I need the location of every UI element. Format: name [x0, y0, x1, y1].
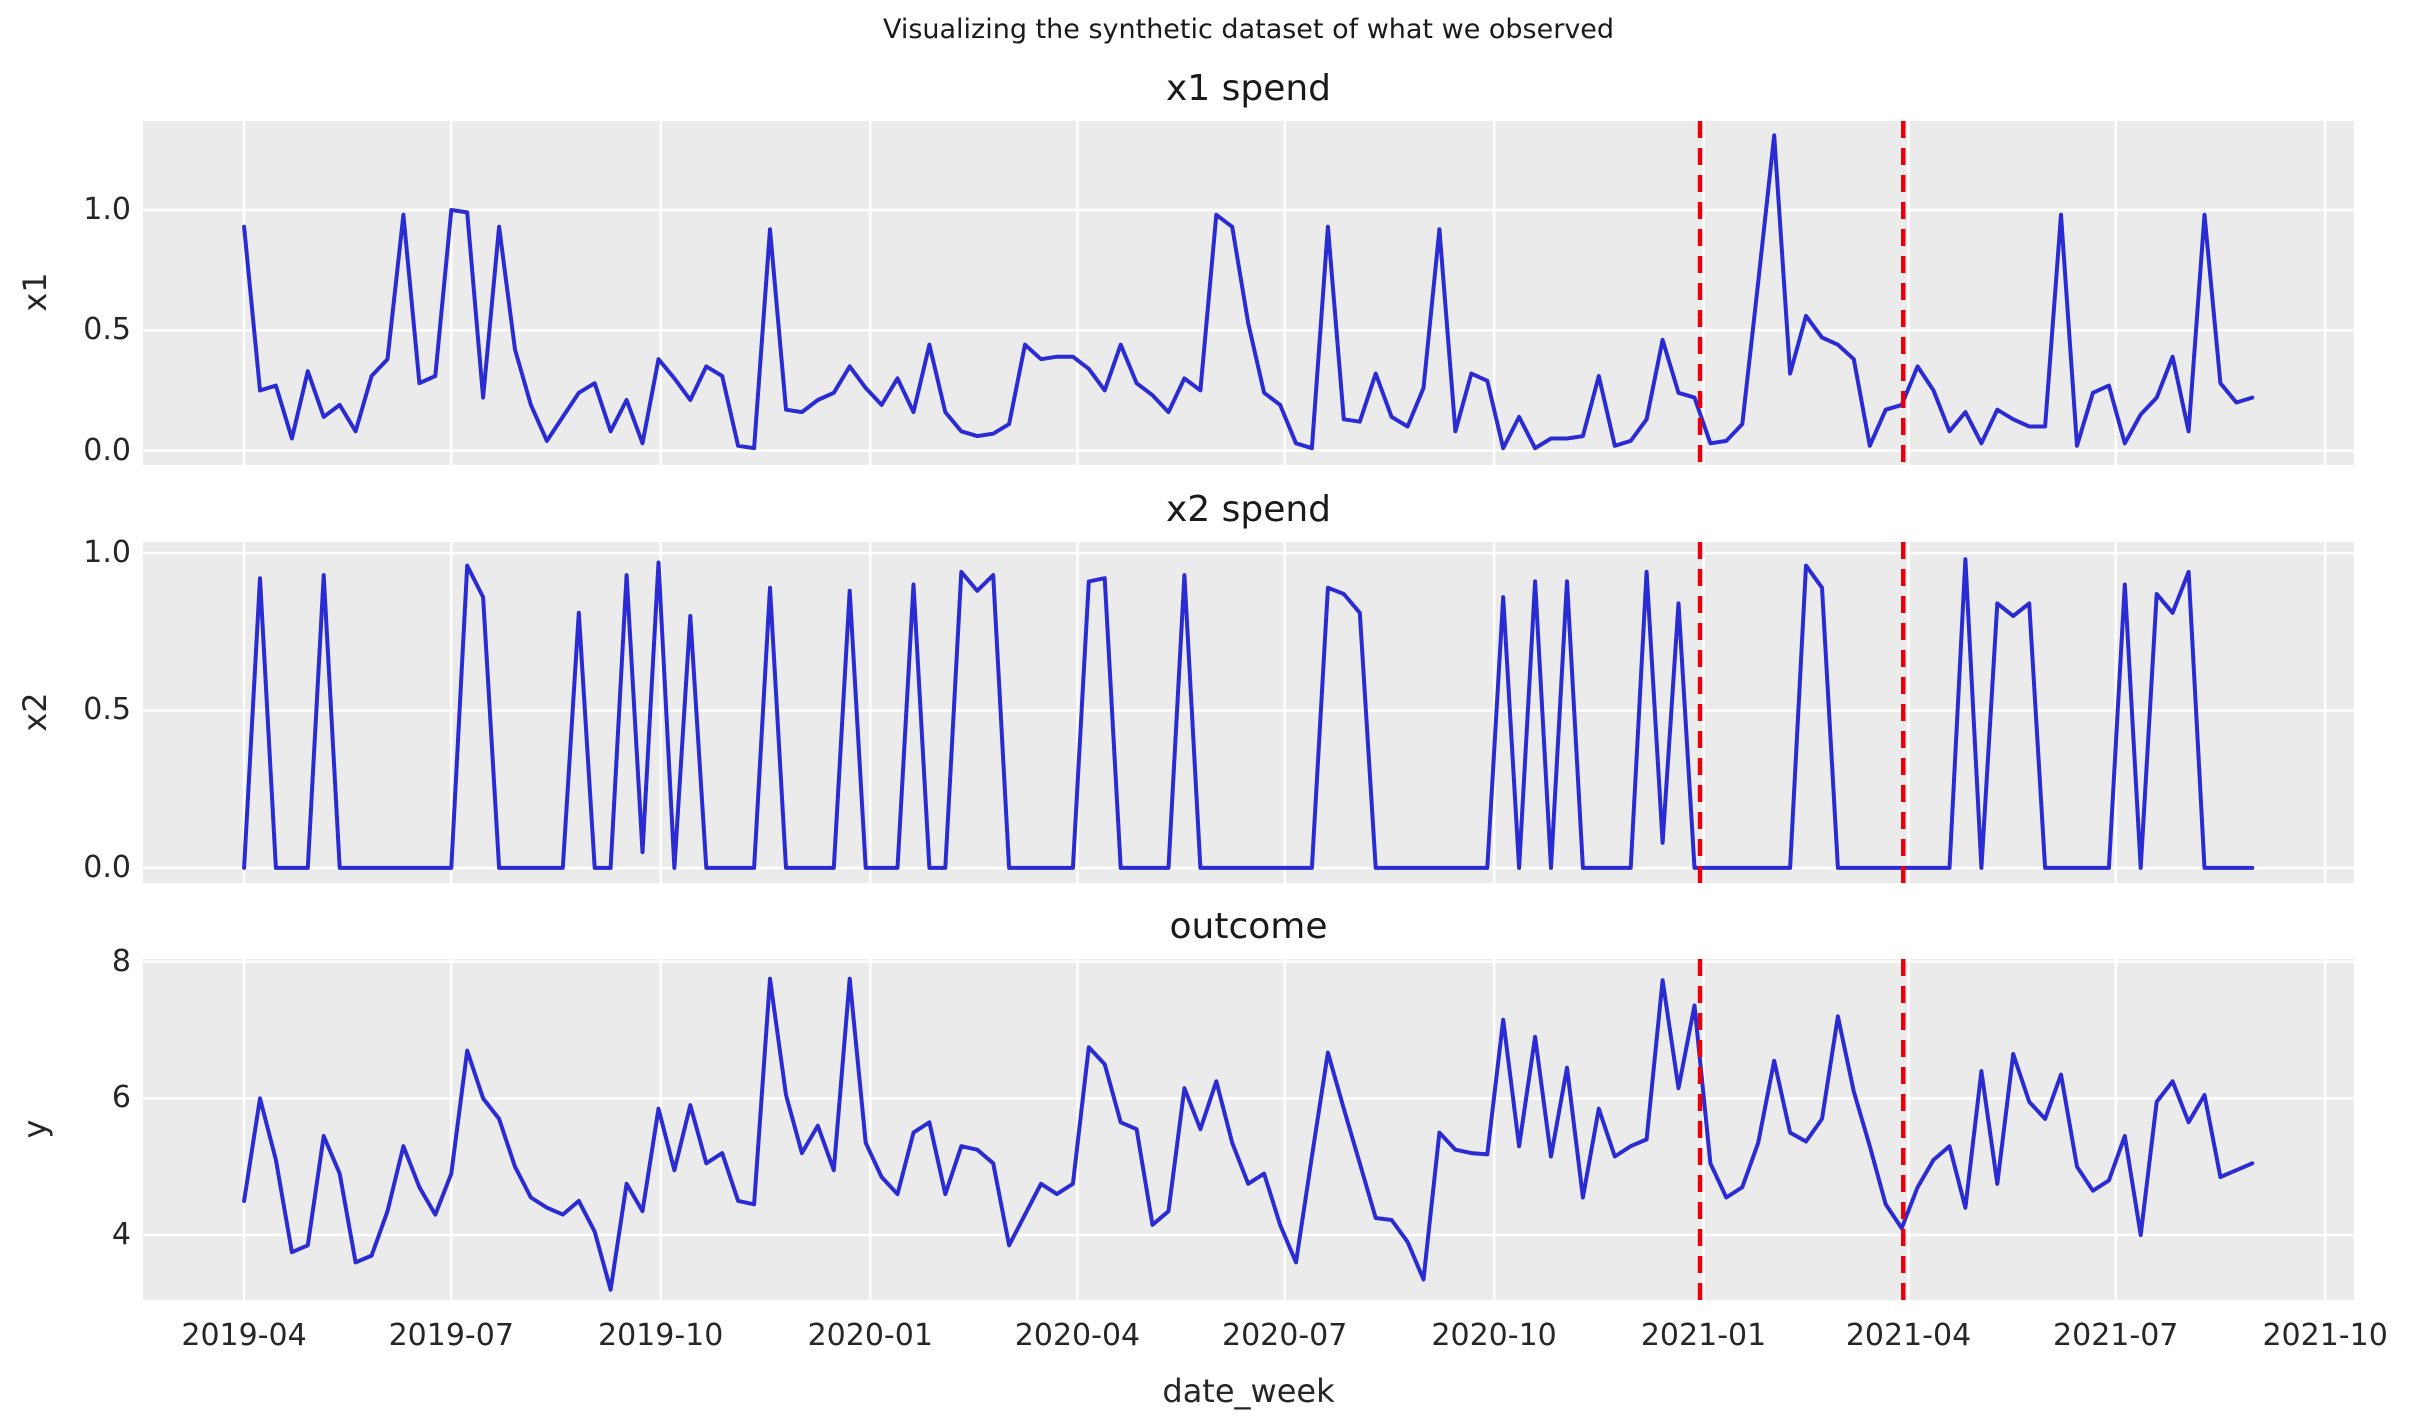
y-tick-label-x2: 0.0	[83, 849, 131, 885]
x-tick-label: 2021-01	[1640, 1318, 1767, 1353]
y-tick-label-y: 4	[111, 1217, 131, 1253]
y-series-line	[242, 976, 2255, 1292]
y-axis-label-x2: x2	[16, 691, 54, 732]
y-axis-label-x1: x1	[16, 272, 54, 312]
x2-series-line	[242, 557, 2255, 870]
subplot-title-x2: x2 spend	[1165, 489, 1332, 530]
x-tick-label: 2019-10	[597, 1318, 724, 1353]
x-tick-label: 2020-07	[1221, 1318, 1348, 1353]
y-tick-label-x2: 1.0	[83, 535, 131, 571]
x-tick-label: 2021-10	[2262, 1318, 2388, 1353]
plot-area-x1	[143, 121, 2354, 465]
y-tick-label-x2: 0.5	[83, 692, 131, 728]
y-tick-label-y: 8	[111, 943, 131, 979]
x-tick-label: 2020-01	[807, 1318, 933, 1353]
plot-area-x2	[143, 542, 2354, 883]
y-axis-label-y: y	[16, 1119, 54, 1138]
x-tick-label: 2020-04	[1014, 1318, 1141, 1353]
y-tick-label-x1: 0.5	[83, 312, 131, 348]
figure-suptitle: Visualizing the synthetic dataset of wha…	[882, 14, 1615, 45]
subplot-title-x1: x1 spend	[1165, 68, 1332, 109]
y-tick-label-x1: 1.0	[83, 192, 131, 227]
x-tick-label: 2020-10	[1431, 1318, 1557, 1353]
x-tick-label: 2019-04	[181, 1318, 307, 1353]
x-tick-label: 2019-07	[388, 1318, 514, 1353]
x-axis-label: date_week	[1162, 1372, 1335, 1410]
x1-series-line	[242, 133, 2255, 451]
y-tick-label-y: 6	[111, 1080, 131, 1116]
plot-area-y	[143, 959, 2354, 1300]
x-tick-label: 2021-07	[2053, 1318, 2179, 1353]
subplot-title-y: outcome	[1169, 906, 1328, 947]
x-tick-label: 2021-04	[1845, 1318, 1972, 1353]
y-tick-label-x1: 0.0	[83, 432, 131, 468]
